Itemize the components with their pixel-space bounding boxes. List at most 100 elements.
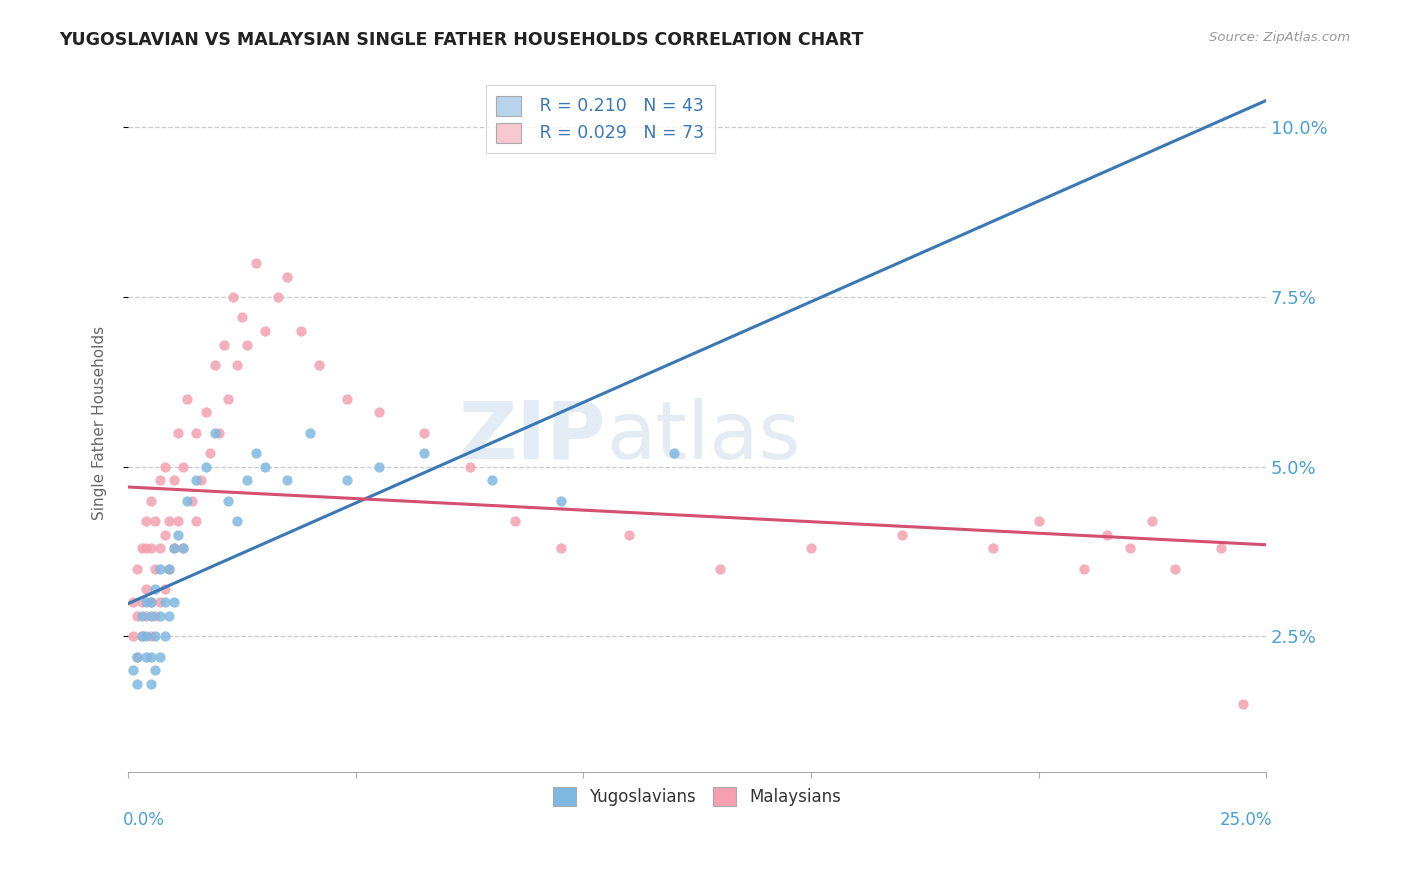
Point (167, 425, 190, 440)
Point (127, 649, 149, 664)
Point (276, 269, 298, 284)
Point (145, 514, 167, 528)
Point (204, 358, 226, 372)
Point (367, 405, 389, 419)
Point (157, 561, 180, 575)
Point (121, 664, 143, 678)
Point (139, 629, 162, 643)
Point (231, 310, 253, 325)
Text: Source: ZipAtlas.com: Source: ZipAtlas.com (1209, 31, 1350, 45)
Point (245, 446, 267, 460)
Point (190, 473, 212, 487)
Point (135, 649, 157, 664)
Legend: Yugoslavians, Malaysians: Yugoslavians, Malaysians (543, 777, 852, 816)
Point (617, 527, 640, 541)
Point (163, 541, 186, 556)
Point (149, 541, 172, 556)
Point (235, 473, 257, 487)
Point (149, 609, 172, 624)
Point (139, 595, 162, 609)
Point (186, 514, 208, 528)
Point (145, 629, 167, 643)
Point (157, 609, 180, 624)
Point (127, 677, 149, 691)
Point (135, 629, 157, 643)
Point (253, 459, 276, 474)
Text: ZIP: ZIP (458, 398, 606, 475)
Point (217, 493, 239, 508)
Point (163, 541, 186, 556)
Point (127, 609, 149, 624)
Point (981, 541, 1004, 556)
Text: atlas: atlas (606, 398, 800, 475)
Point (217, 392, 239, 406)
Text: 25.0%: 25.0% (1219, 811, 1272, 829)
Point (139, 649, 162, 664)
Point (481, 473, 503, 487)
Point (139, 595, 162, 609)
Point (204, 425, 226, 440)
Point (135, 595, 157, 609)
Point (153, 595, 176, 609)
Point (172, 541, 194, 556)
Point (367, 459, 389, 474)
Point (153, 582, 176, 596)
Point (212, 337, 235, 351)
Point (413, 446, 436, 460)
Point (167, 527, 190, 541)
Point (194, 405, 217, 419)
Point (176, 493, 198, 508)
Point (135, 514, 157, 528)
Point (121, 629, 143, 643)
Point (891, 527, 914, 541)
Point (145, 609, 167, 624)
Point (1232, 698, 1254, 712)
Point (153, 527, 176, 541)
Point (139, 493, 162, 508)
Point (208, 425, 231, 440)
Point (308, 358, 330, 372)
Point (194, 459, 217, 474)
Point (1209, 541, 1232, 556)
Point (149, 473, 172, 487)
Point (276, 473, 298, 487)
Point (172, 459, 194, 474)
Point (336, 473, 359, 487)
Point (149, 595, 172, 609)
Point (1118, 541, 1140, 556)
Point (131, 609, 153, 624)
Point (145, 561, 167, 575)
Text: YUGOSLAVIAN VS MALAYSIAN SINGLE FATHER HOUSEHOLDS CORRELATION CHART: YUGOSLAVIAN VS MALAYSIAN SINGLE FATHER H… (59, 31, 863, 49)
Point (1095, 527, 1118, 541)
Point (1142, 514, 1164, 528)
Point (135, 609, 157, 624)
Point (163, 473, 186, 487)
Point (131, 541, 153, 556)
Point (163, 595, 186, 609)
Point (131, 629, 153, 643)
Point (336, 392, 359, 406)
Point (139, 541, 162, 556)
Point (226, 514, 249, 528)
Point (253, 324, 276, 338)
Point (149, 561, 172, 575)
Point (550, 541, 572, 556)
Point (145, 664, 167, 678)
Point (153, 459, 176, 474)
Point (709, 561, 731, 575)
Point (1164, 561, 1187, 575)
Point (458, 459, 481, 474)
Point (172, 541, 194, 556)
Point (290, 324, 312, 338)
Point (167, 514, 190, 528)
Point (135, 541, 157, 556)
Point (127, 561, 149, 575)
Point (550, 493, 572, 508)
Text: 0.0%: 0.0% (122, 811, 165, 829)
Point (145, 582, 167, 596)
Point (149, 649, 172, 664)
Point (800, 541, 823, 556)
Point (153, 629, 176, 643)
Point (245, 256, 267, 270)
Point (180, 493, 202, 508)
